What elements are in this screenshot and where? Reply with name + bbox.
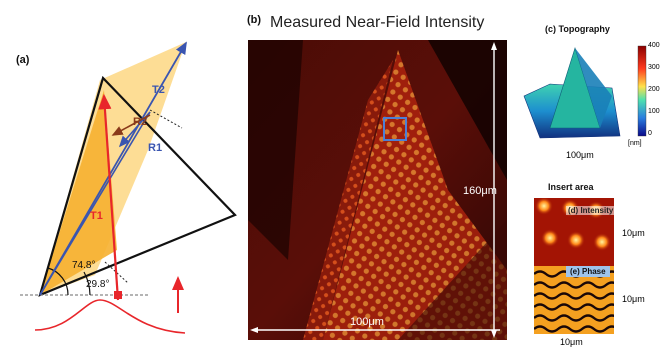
insert-size-width: 10μm xyxy=(560,337,583,347)
topography-plot xyxy=(523,45,647,139)
prism-outline xyxy=(38,75,237,297)
height-arrow-bottom xyxy=(491,330,497,338)
intensity-spot xyxy=(593,233,611,251)
bright-band-left xyxy=(303,60,393,340)
panel-b-title: Measured Near-Field Intensity xyxy=(270,14,485,31)
height-label: 160μm xyxy=(463,185,497,197)
colorbar-tick-100: 100 xyxy=(648,108,660,115)
label-t2: T2 xyxy=(152,84,165,96)
topography-peak-side xyxy=(575,48,612,128)
intensity-spot xyxy=(541,229,559,247)
insert-area-box xyxy=(383,117,407,141)
beam-r1-bottom xyxy=(39,111,151,296)
dark-wedge-right xyxy=(428,40,507,180)
intensity-label: (d) Intensity xyxy=(566,206,616,215)
colorbar-tick-0: 0 xyxy=(648,130,652,137)
insert-size-bottom: 10μm xyxy=(622,294,645,304)
prism-diagram xyxy=(20,41,237,334)
topography-title: (c) Topography xyxy=(545,24,610,34)
phase-stripe xyxy=(534,281,614,289)
angle-small-label: 29.8° xyxy=(86,279,110,290)
angle-large-label: 74.8° xyxy=(72,260,96,271)
intensity-spots xyxy=(535,198,611,251)
label-t1: T1 xyxy=(90,210,103,222)
beam-r2 xyxy=(111,114,151,136)
phase-stripe xyxy=(534,303,614,311)
normal-line-1 xyxy=(104,261,129,284)
phase-stripe xyxy=(534,292,614,300)
colorbar xyxy=(637,45,647,137)
colorbar-tick-200: 200 xyxy=(648,86,660,93)
incident-marker xyxy=(114,291,122,299)
phase-label: (e) Phase xyxy=(566,266,610,277)
angle-arc-large xyxy=(47,267,69,296)
insert-title: Insert area xyxy=(548,182,594,192)
width-arrow-left xyxy=(250,327,258,333)
prism-dark-region xyxy=(40,90,117,295)
colorbar-tick-400: 400 xyxy=(648,42,660,49)
topography-scale-label: 100μm xyxy=(566,150,594,160)
phase-stripe xyxy=(534,325,614,333)
colorbar-tick-300: 300 xyxy=(648,64,660,71)
panel-a-label: (a) xyxy=(16,54,30,66)
angle-arc-small xyxy=(83,271,91,296)
dark-wedge-left xyxy=(248,40,303,260)
beam-t1 xyxy=(98,93,120,301)
ripple-region xyxy=(323,50,507,340)
gaussian-profile xyxy=(34,299,186,334)
intensity-spot xyxy=(567,231,585,249)
height-arrow-top xyxy=(491,42,497,50)
intensity-spot xyxy=(535,198,553,215)
insert-size-top: 10μm xyxy=(622,228,645,238)
colorbar-unit: [nm] xyxy=(628,140,642,147)
width-label: 100μm xyxy=(350,316,384,328)
panel-b-label: (b) xyxy=(247,14,262,26)
label-r2: R2 xyxy=(133,116,148,128)
near-field-map xyxy=(248,40,507,340)
lower-right-shadow xyxy=(398,220,507,340)
label-r1: R1 xyxy=(148,142,163,154)
phase-stripe xyxy=(534,314,614,322)
